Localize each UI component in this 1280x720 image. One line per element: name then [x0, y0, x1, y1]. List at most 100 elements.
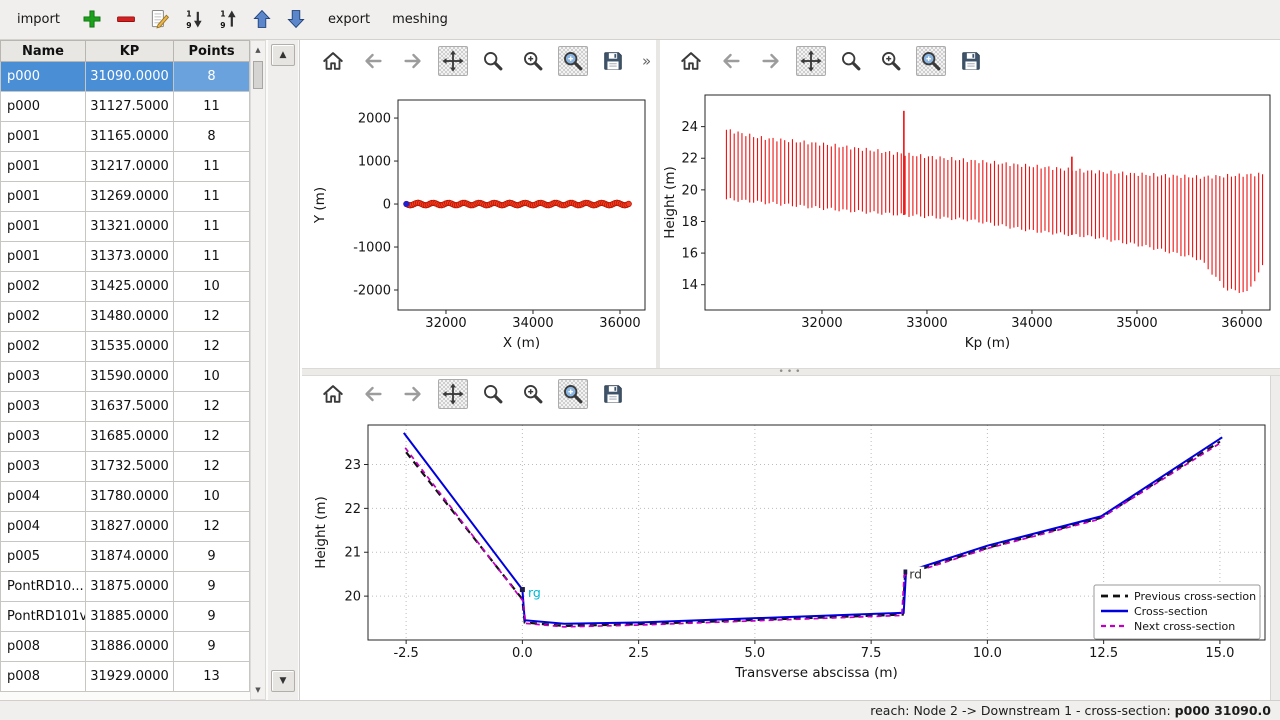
cell-kp[interactable]: 31637.5000 — [86, 392, 174, 422]
cell-name[interactable]: p008 — [0, 632, 86, 662]
zoom-fit-button[interactable] — [558, 379, 588, 409]
zoom-button[interactable] — [478, 46, 508, 76]
cell-kp[interactable]: 31874.0000 — [86, 542, 174, 572]
import-button[interactable]: import — [8, 8, 69, 31]
move-up-button[interactable] — [249, 7, 275, 33]
cell-kp[interactable]: 31827.0000 — [86, 512, 174, 542]
panel-scrollbar[interactable]: ▲ ▼ — [268, 40, 298, 700]
cell-points[interactable]: 11 — [174, 212, 250, 242]
cell-name[interactable]: p001 — [0, 212, 86, 242]
cell-points[interactable]: 9 — [174, 632, 250, 662]
cell-points[interactable]: 11 — [174, 242, 250, 272]
zoom-in-button[interactable] — [518, 379, 548, 409]
cell-kp[interactable]: 31425.0000 — [86, 272, 174, 302]
table-row[interactable]: PontRD101v 31885.0000 9 — [0, 602, 250, 632]
column-header-name[interactable]: Name — [0, 40, 86, 62]
cell-kp[interactable]: 31875.0000 — [86, 572, 174, 602]
forward-button[interactable] — [398, 46, 428, 76]
toolbar-overflow-icon[interactable]: » — [642, 52, 652, 70]
zoom-button[interactable] — [478, 379, 508, 409]
cell-points[interactable]: 8 — [174, 62, 250, 92]
table-row[interactable]: p000 31090.0000 8 — [0, 62, 250, 92]
scroll-up-icon[interactable]: ▲ — [255, 46, 261, 54]
back-button[interactable] — [358, 379, 388, 409]
save-button[interactable] — [598, 46, 628, 76]
table-row[interactable]: p003 31732.5000 12 — [0, 452, 250, 482]
table-row[interactable]: p003 31590.0000 10 — [0, 362, 250, 392]
scroll-down-icon[interactable]: ▼ — [255, 686, 261, 694]
cell-name[interactable]: p004 — [0, 482, 86, 512]
cell-points[interactable]: 11 — [174, 92, 250, 122]
cell-kp[interactable]: 31885.0000 — [86, 602, 174, 632]
cell-kp[interactable]: 31780.0000 — [86, 482, 174, 512]
cell-points[interactable]: 12 — [174, 302, 250, 332]
cell-kp[interactable]: 31480.0000 — [86, 302, 174, 332]
cell-points[interactable]: 10 — [174, 362, 250, 392]
table-row[interactable]: p001 31165.0000 8 — [0, 122, 250, 152]
cell-name[interactable]: p002 — [0, 272, 86, 302]
long-profile-plot[interactable]: 32000 33000 34000 35000 36000 14 16 18 20 22 24 Kp … — [660, 82, 1280, 368]
table-row[interactable]: PontRD10... 31875.0000 9 — [0, 572, 250, 602]
cell-name[interactable]: p003 — [0, 452, 86, 482]
cell-points[interactable]: 8 — [174, 122, 250, 152]
cross-section-plot[interactable]: -2.5 0.0 2.5 5.0 7.5 10.0 12.5 15.0 20 21 22 23 Tran… — [302, 412, 1270, 697]
cell-name[interactable]: p000 — [0, 62, 86, 92]
table-row[interactable]: p002 31425.0000 10 — [0, 272, 250, 302]
home-button[interactable] — [676, 46, 706, 76]
cell-points[interactable]: 12 — [174, 332, 250, 362]
table-row[interactable]: p001 31269.0000 11 — [0, 182, 250, 212]
edit-button[interactable] — [147, 7, 173, 33]
table-scrollbar[interactable]: ▲ ▼ — [250, 40, 266, 700]
forward-button[interactable] — [756, 46, 786, 76]
table-row[interactable]: p002 31480.0000 12 — [0, 302, 250, 332]
cell-points[interactable]: 12 — [174, 422, 250, 452]
cell-kp[interactable]: 31090.0000 — [86, 62, 174, 92]
cell-name[interactable]: PontRD101v — [0, 602, 86, 632]
cell-points[interactable]: 9 — [174, 572, 250, 602]
remove-button[interactable] — [113, 7, 139, 33]
plan-view-plot[interactable]: 32000 34000 36000 -2000 -1000 0 1000 2000 X (m) Y… — [302, 82, 656, 368]
pan-button[interactable] — [438, 379, 468, 409]
cell-name[interactable]: PontRD10... — [0, 572, 86, 602]
zoom-in-button[interactable] — [876, 46, 906, 76]
column-header-kp[interactable]: KP — [86, 40, 174, 62]
back-button[interactable] — [716, 46, 746, 76]
cell-kp[interactable]: 31127.5000 — [86, 92, 174, 122]
table-row[interactable]: p000 31127.5000 11 — [0, 92, 250, 122]
export-button[interactable]: export — [319, 8, 379, 31]
table-row[interactable]: p001 31373.0000 11 — [0, 242, 250, 272]
table-row[interactable]: p008 31929.0000 13 — [0, 662, 250, 692]
table-row[interactable]: p003 31685.0000 12 — [0, 422, 250, 452]
cell-kp[interactable]: 31269.0000 — [86, 182, 174, 212]
meshing-button[interactable]: meshing — [383, 8, 457, 31]
table-row[interactable]: p001 31217.0000 11 — [0, 152, 250, 182]
cell-kp[interactable]: 31165.0000 — [86, 122, 174, 152]
cell-points[interactable]: 10 — [174, 482, 250, 512]
cell-name[interactable]: p003 — [0, 422, 86, 452]
horizontal-splitter[interactable]: ••• — [302, 368, 1280, 377]
add-button[interactable] — [79, 7, 105, 33]
zoom-in-button[interactable] — [518, 46, 548, 76]
table-row[interactable]: p008 31886.0000 9 — [0, 632, 250, 662]
cell-points[interactable]: 12 — [174, 512, 250, 542]
cell-name[interactable]: p001 — [0, 242, 86, 272]
cell-points[interactable]: 11 — [174, 182, 250, 212]
back-button[interactable] — [358, 46, 388, 76]
cell-kp[interactable]: 31886.0000 — [86, 632, 174, 662]
cell-kp[interactable]: 31929.0000 — [86, 662, 174, 692]
cell-kp[interactable]: 31535.0000 — [86, 332, 174, 362]
cell-points[interactable]: 13 — [174, 662, 250, 692]
cell-name[interactable]: p001 — [0, 182, 86, 212]
cell-name[interactable]: p005 — [0, 542, 86, 572]
cell-points[interactable]: 10 — [174, 272, 250, 302]
cell-name[interactable]: p008 — [0, 662, 86, 692]
cell-points[interactable]: 9 — [174, 602, 250, 632]
table-row[interactable]: p001 31321.0000 11 — [0, 212, 250, 242]
cell-name[interactable]: p003 — [0, 392, 86, 422]
zoom-fit-button[interactable] — [558, 46, 588, 76]
cell-name[interactable]: p001 — [0, 122, 86, 152]
cell-points[interactable]: 12 — [174, 452, 250, 482]
pan-button[interactable] — [796, 46, 826, 76]
